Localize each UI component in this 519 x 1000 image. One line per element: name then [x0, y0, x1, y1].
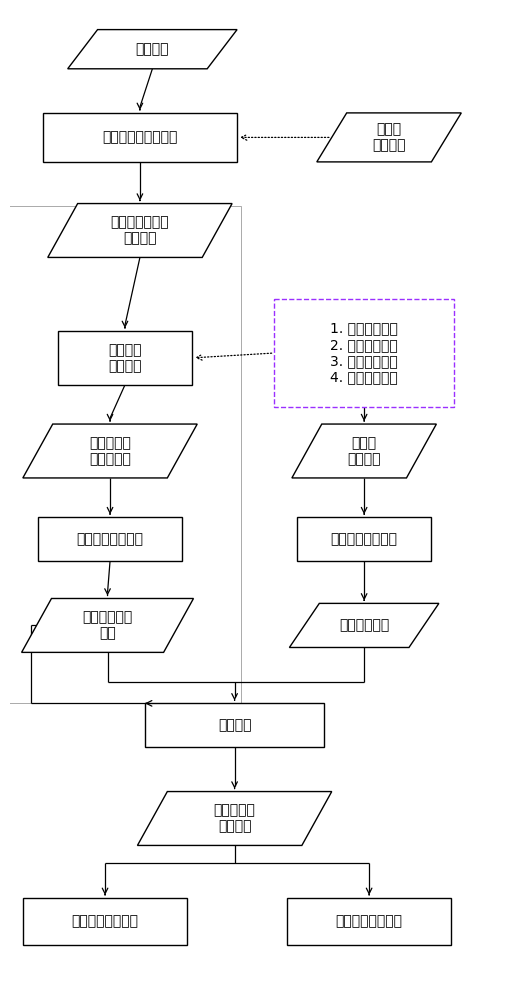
Polygon shape — [138, 792, 332, 845]
Text: 从多个位置采集数据: 从多个位置采集数据 — [102, 130, 177, 144]
Text: 设计参数对比分析: 设计参数对比分析 — [76, 532, 144, 546]
Text: 检测数据库
管理系统: 检测数据库 管理系统 — [214, 803, 255, 834]
Polygon shape — [317, 113, 461, 162]
Text: 模型采样
特征提取: 模型采样 特征提取 — [108, 343, 142, 373]
Bar — [275, 299, 454, 407]
Polygon shape — [22, 598, 194, 652]
Text: 轨道板表面激光
点云数据: 轨道板表面激光 点云数据 — [111, 215, 169, 246]
Bar — [58, 331, 192, 385]
Text: 设计模型对比分析: 设计模型对比分析 — [331, 532, 398, 546]
Text: 轨道板各部
件几何尺寸: 轨道板各部 件几何尺寸 — [89, 436, 131, 466]
Bar — [38, 517, 182, 561]
Text: 轨道板
三维模型: 轨道板 三维模型 — [347, 436, 381, 466]
Text: 整体加工误差: 整体加工误差 — [339, 618, 389, 632]
Text: 机械臂
移动滑轨: 机械臂 移动滑轨 — [372, 122, 406, 152]
Bar — [297, 517, 431, 561]
Bar — [145, 703, 324, 747]
Text: 检测数据信息发布: 检测数据信息发布 — [72, 914, 139, 928]
Text: 检测数据查询分析: 检测数据查询分析 — [336, 914, 403, 928]
Polygon shape — [292, 424, 436, 478]
Bar — [23, 898, 187, 945]
Polygon shape — [23, 424, 197, 478]
Bar — [0, 206, 241, 703]
Polygon shape — [67, 30, 237, 69]
Text: 外形尺寸加工
偏差: 外形尺寸加工 偏差 — [83, 610, 133, 641]
Text: 激光扫描: 激光扫描 — [135, 42, 169, 56]
Text: 1. 平面模型拟合
2. 球型模型拟合
3. 圆柱模型拟合
4. 圆形特征提取: 1. 平面模型拟合 2. 球型模型拟合 3. 圆柱模型拟合 4. 圆形特征提取 — [330, 322, 398, 384]
Bar — [43, 113, 237, 162]
Bar — [287, 898, 452, 945]
Text: 数据传输: 数据传输 — [218, 718, 251, 732]
Polygon shape — [290, 603, 439, 647]
Polygon shape — [48, 204, 232, 257]
